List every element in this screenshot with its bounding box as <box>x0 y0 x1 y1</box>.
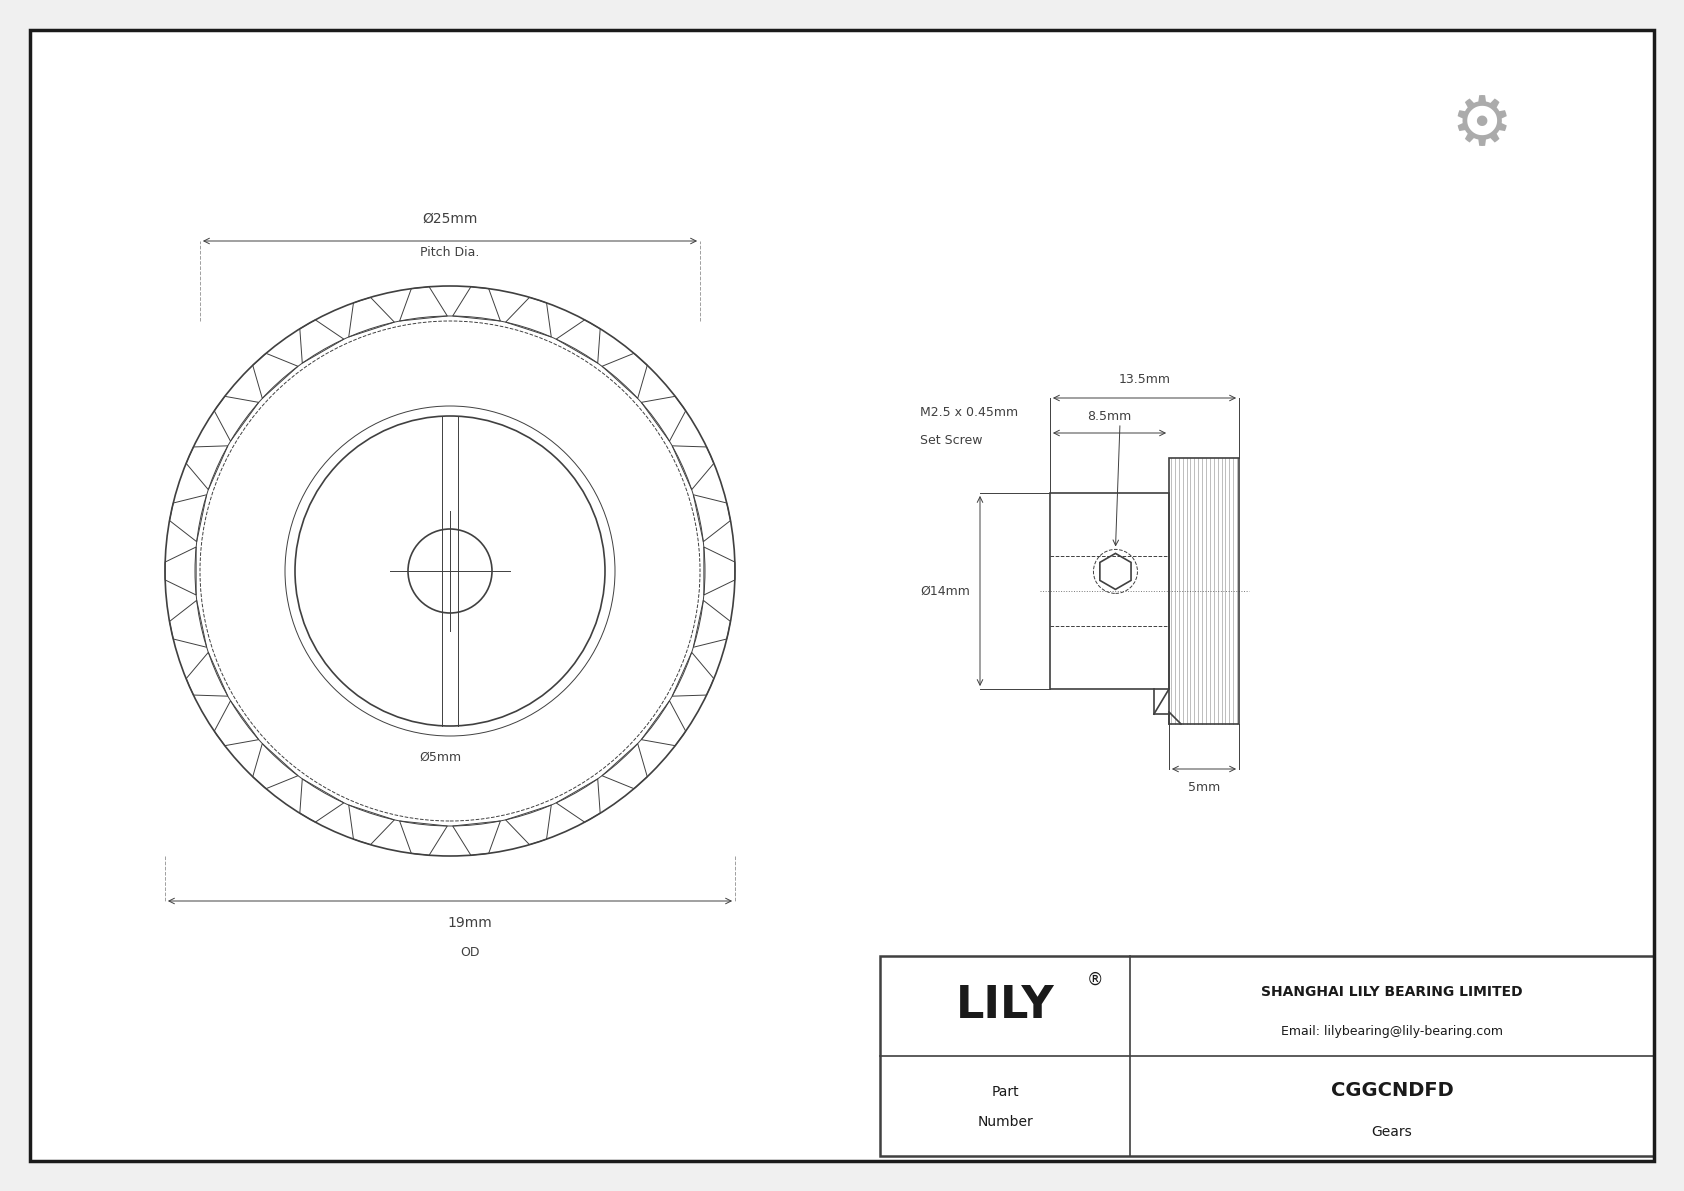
Text: 8.5mm: 8.5mm <box>1088 410 1132 423</box>
Text: Pitch Dia.: Pitch Dia. <box>421 247 480 258</box>
Text: 13.5mm: 13.5mm <box>1118 373 1170 386</box>
Text: Part: Part <box>992 1085 1019 1099</box>
Text: Ø14mm: Ø14mm <box>919 585 970 598</box>
Text: Ø25mm: Ø25mm <box>423 212 478 226</box>
Text: Number: Number <box>977 1115 1032 1129</box>
Text: Gears: Gears <box>1372 1125 1413 1139</box>
Text: ®: ® <box>1086 971 1103 989</box>
Bar <box>1169 459 1239 724</box>
Text: M2.5 x 0.45mm: M2.5 x 0.45mm <box>919 406 1019 419</box>
Text: Email: lilybearing@lily-bearing.com: Email: lilybearing@lily-bearing.com <box>1282 1025 1504 1039</box>
Text: SHANGHAI LILY BEARING LIMITED: SHANGHAI LILY BEARING LIMITED <box>1261 985 1522 999</box>
Text: 5mm: 5mm <box>1187 781 1221 794</box>
Text: LILY: LILY <box>957 985 1054 1028</box>
Text: ⚙: ⚙ <box>1452 92 1512 158</box>
Text: 19mm: 19mm <box>448 916 492 930</box>
Text: CGGCNDFD: CGGCNDFD <box>1330 1080 1453 1099</box>
Text: Ø5mm: Ø5mm <box>419 752 461 763</box>
Bar <box>1051 493 1169 690</box>
Text: OD: OD <box>460 946 480 959</box>
Bar <box>881 956 1654 1156</box>
FancyBboxPatch shape <box>30 30 1654 1161</box>
Text: Set Screw: Set Screw <box>919 435 982 448</box>
